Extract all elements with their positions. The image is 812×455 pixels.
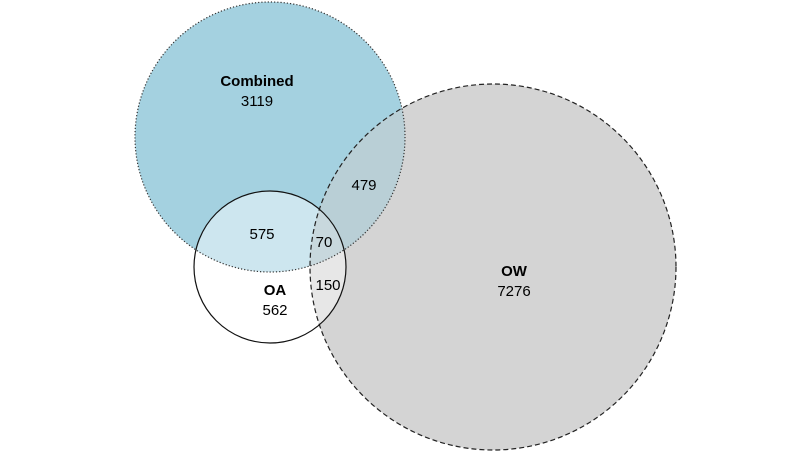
- combined-oa-count: 575: [249, 226, 274, 243]
- ow-circle-outline: [309, 83, 677, 451]
- combined-ow-count: 479: [351, 177, 376, 194]
- oa-circle-outline: [193, 190, 347, 344]
- combined-oa-overlap: [194, 191, 346, 272]
- combined-set-name: Combined: [220, 73, 293, 90]
- combined-circle-outline: [134, 1, 406, 273]
- ow-only-count: 7276: [497, 283, 530, 300]
- combined-only-count: 3119: [241, 93, 273, 110]
- oa-only-count: 562: [262, 302, 287, 319]
- ow-circle-fill: [310, 84, 676, 450]
- ow-set-name: OW: [501, 263, 528, 280]
- oa-set-name: OA: [264, 282, 287, 299]
- triple-overlap-count: 70: [316, 234, 333, 251]
- oa-ow-count: 150: [315, 277, 340, 294]
